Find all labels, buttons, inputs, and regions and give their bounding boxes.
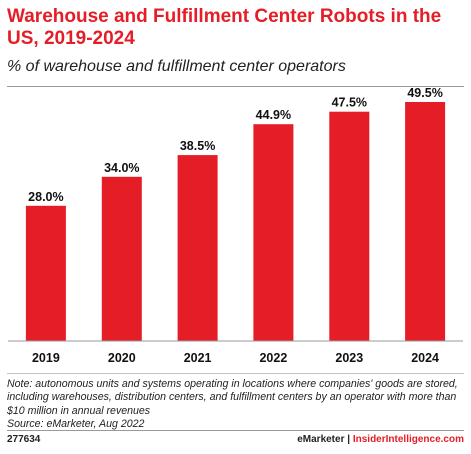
bar-2024 <box>405 102 446 341</box>
x-tick-2021: 2021 <box>184 351 212 365</box>
x-tick-2023: 2023 <box>335 351 363 365</box>
x-tick-2020: 2020 <box>108 351 136 365</box>
data-label-2024: 49.5% <box>407 86 442 100</box>
bottom-divider <box>7 373 464 374</box>
data-label-2021: 38.5% <box>180 139 215 153</box>
x-tick-2024: 2024 <box>411 351 439 365</box>
chart-title: Warehouse and Fulfillment Center Robots … <box>7 6 442 49</box>
x-tick-2019: 2019 <box>32 351 60 365</box>
bar-2019 <box>25 205 66 341</box>
bar-2020 <box>101 176 142 341</box>
footer-divider <box>7 430 464 431</box>
data-label-2020: 34.0% <box>104 161 139 175</box>
bars-group <box>25 102 446 341</box>
chart-id: 277634 <box>7 434 41 445</box>
x-tick-labels-group: 2019 2020 2021 2022 2023 2024 <box>32 351 439 365</box>
data-label-2023: 47.5% <box>332 96 367 110</box>
bar-chart: 28.0%34.0%38.5%44.9%47.5%49.5% 2019 2020 2… <box>8 86 463 365</box>
brand-insider-intelligence: InsiderIntelligence.com <box>352 434 464 445</box>
bar-2021 <box>177 155 218 341</box>
data-label-2019: 28.0% <box>28 190 63 204</box>
source-text: Source: eMarketer, Aug 2022 <box>7 418 145 431</box>
footer-brand: eMarketer | InsiderIntelligence.com <box>297 434 464 445</box>
x-tick-2022: 2022 <box>259 351 287 365</box>
note-text: Note: autonomous units and systems opera… <box>7 378 458 417</box>
top-divider <box>7 86 464 87</box>
data-labels-group: 28.0% 34.0% 38.5% 44.9% 47.5% 49.5% <box>28 86 443 204</box>
brand-emarketer: eMarketer <box>297 434 345 445</box>
data-label-2022: 44.9% <box>256 108 291 122</box>
chart-subtitle: % of warehouse and fulfillment center op… <box>7 58 346 75</box>
chart-note: Note: autonomous units and systems opera… <box>7 378 467 432</box>
bar-2023 <box>329 111 370 341</box>
bar-2022 <box>253 124 294 341</box>
brand-separator: | <box>344 434 353 445</box>
